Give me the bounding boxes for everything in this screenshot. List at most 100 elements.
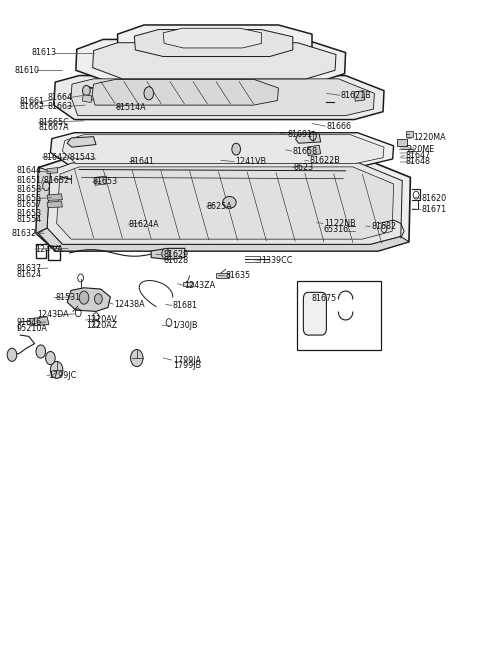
Text: 1241VB: 1241VB: [235, 157, 266, 166]
Text: 81667A: 81667A: [38, 123, 69, 132]
Text: 124'VA: 124'VA: [35, 244, 63, 254]
Polygon shape: [67, 137, 96, 147]
Text: 1799JA: 1799JA: [173, 355, 201, 365]
Polygon shape: [54, 76, 384, 120]
Polygon shape: [76, 39, 346, 83]
Circle shape: [46, 351, 55, 365]
Polygon shape: [36, 159, 410, 251]
Text: 81624: 81624: [17, 270, 42, 279]
Polygon shape: [50, 133, 394, 166]
Text: '220ME: '220ME: [406, 145, 435, 154]
Polygon shape: [83, 95, 92, 102]
Polygon shape: [38, 228, 409, 251]
Text: 12438A: 12438A: [114, 300, 145, 309]
Text: 81621B: 81621B: [341, 91, 372, 100]
Polygon shape: [354, 91, 365, 101]
Circle shape: [36, 345, 46, 358]
Polygon shape: [30, 317, 49, 326]
Text: 81644: 81644: [17, 166, 42, 175]
Bar: [216, 273, 229, 278]
Circle shape: [162, 248, 169, 259]
Polygon shape: [296, 134, 321, 143]
Text: 1220AZ: 1220AZ: [86, 321, 118, 330]
Text: 81682: 81682: [371, 222, 396, 231]
Circle shape: [232, 143, 240, 155]
Ellipse shape: [223, 196, 236, 208]
Polygon shape: [47, 163, 402, 244]
Polygon shape: [151, 248, 185, 260]
Bar: [406, 131, 413, 137]
Text: 1122NB: 1122NB: [324, 219, 356, 228]
Text: 81628: 81628: [163, 256, 188, 265]
Polygon shape: [57, 167, 394, 239]
Circle shape: [79, 291, 89, 304]
Text: 81635: 81635: [226, 271, 251, 281]
Circle shape: [7, 348, 17, 361]
Text: 81622B: 81622B: [310, 156, 340, 166]
Text: 1243DA: 1243DA: [37, 310, 69, 319]
Text: 81662: 81662: [19, 102, 44, 111]
Text: 81655: 81655: [17, 194, 42, 203]
Text: 1799JB: 1799JB: [173, 361, 201, 370]
Text: 81653: 81653: [17, 209, 42, 218]
Text: 65316: 65316: [324, 225, 349, 234]
Polygon shape: [47, 168, 58, 173]
Text: 81613: 81613: [31, 48, 56, 57]
Polygon shape: [36, 168, 50, 233]
Text: 81653: 81653: [93, 177, 118, 187]
Polygon shape: [307, 145, 321, 156]
Text: 81620: 81620: [421, 194, 446, 203]
Text: 81642/81543: 81642/81543: [42, 152, 95, 162]
Text: 81632: 81632: [12, 229, 37, 238]
Text: 81681: 81681: [173, 301, 198, 310]
Polygon shape: [47, 201, 62, 208]
Text: 1/30JB: 1/30JB: [172, 321, 197, 330]
Bar: [183, 282, 193, 286]
Text: 1220AV: 1220AV: [86, 315, 117, 325]
Text: 8623: 8623: [294, 163, 314, 172]
Text: 81661: 81661: [19, 97, 44, 106]
Text: 81665C: 81665C: [38, 118, 69, 127]
Text: 81666: 81666: [326, 122, 351, 131]
Polygon shape: [62, 135, 384, 164]
Text: 1220MA: 1220MA: [413, 133, 445, 143]
Text: 81624A: 81624A: [129, 219, 159, 229]
Circle shape: [83, 85, 90, 96]
Text: 81647: 81647: [406, 151, 431, 160]
Text: 91646: 91646: [17, 318, 42, 327]
Polygon shape: [67, 288, 110, 311]
Text: 81658: 81658: [293, 147, 318, 156]
Text: 1799JC: 1799JC: [48, 371, 76, 380]
Polygon shape: [71, 79, 374, 116]
Circle shape: [50, 361, 63, 378]
Text: 81514A: 81514A: [115, 103, 146, 112]
Text: 81641: 81641: [130, 157, 155, 166]
Circle shape: [95, 294, 102, 304]
Text: 81664: 81664: [48, 93, 73, 102]
Polygon shape: [134, 30, 293, 57]
Bar: [397, 139, 407, 146]
Polygon shape: [163, 28, 262, 48]
Polygon shape: [47, 194, 62, 200]
Text: 1339CC: 1339CC: [262, 256, 293, 265]
Polygon shape: [93, 43, 336, 79]
Text: 81637: 81637: [17, 264, 42, 273]
Text: 81610: 81610: [14, 66, 39, 75]
Text: 81648: 81648: [406, 157, 431, 166]
Circle shape: [131, 350, 143, 367]
Text: 1243ZA: 1243ZA: [184, 281, 215, 290]
Text: 81663: 81663: [48, 102, 73, 111]
Text: 81671: 81671: [421, 205, 446, 214]
Text: 81629: 81629: [163, 250, 189, 260]
Polygon shape: [92, 79, 278, 105]
Polygon shape: [95, 176, 107, 185]
Bar: [297, 281, 381, 350]
Text: 81658: 81658: [17, 185, 42, 194]
Polygon shape: [118, 25, 312, 62]
Text: 81554: 81554: [17, 215, 42, 224]
Text: 81691: 81691: [288, 130, 313, 139]
Text: 95210A: 95210A: [17, 324, 48, 333]
Text: 81657: 81657: [17, 200, 42, 209]
Circle shape: [144, 87, 154, 100]
Text: 81675: 81675: [312, 294, 337, 304]
